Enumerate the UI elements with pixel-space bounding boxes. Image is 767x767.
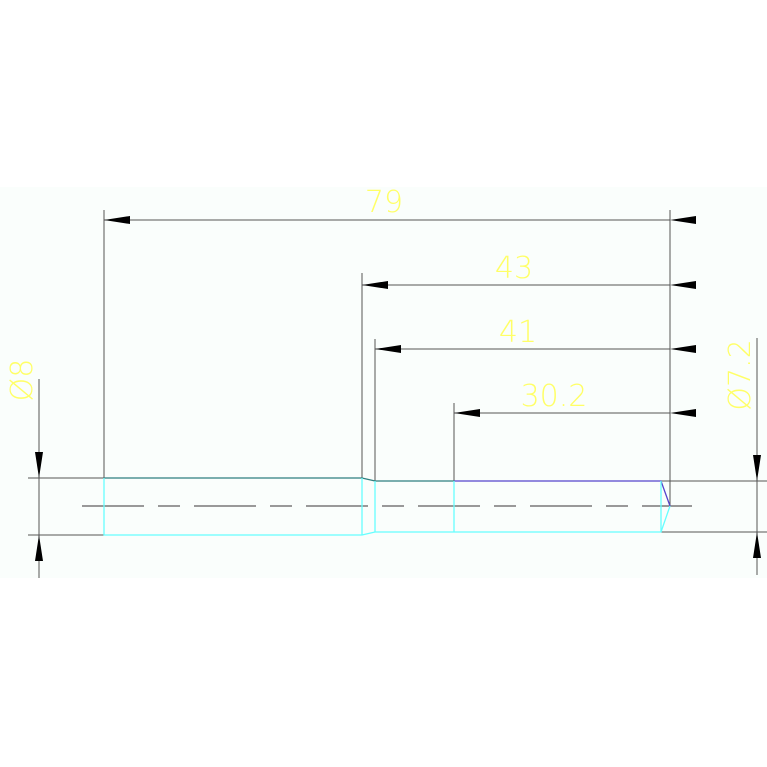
- arrow-d8-top: [35, 452, 43, 478]
- dim-text-43: 43: [495, 251, 533, 286]
- dim-text-d8: Ø8: [5, 359, 40, 402]
- dim-text-d7-2: Ø7.2: [723, 339, 758, 410]
- extension-lines: [28, 210, 767, 536]
- arrow-d8-bottom: [35, 535, 43, 561]
- dim-text-30-2: 30.2: [521, 379, 588, 414]
- arrow-d7-2-top: [753, 455, 761, 481]
- dim-text-41: 41: [499, 315, 537, 350]
- part-outline: [103, 477, 671, 536]
- drawing-area: [0, 187, 767, 578]
- dim-text-79: 79: [365, 185, 403, 220]
- arrow-d7-2-bottom: [753, 532, 761, 558]
